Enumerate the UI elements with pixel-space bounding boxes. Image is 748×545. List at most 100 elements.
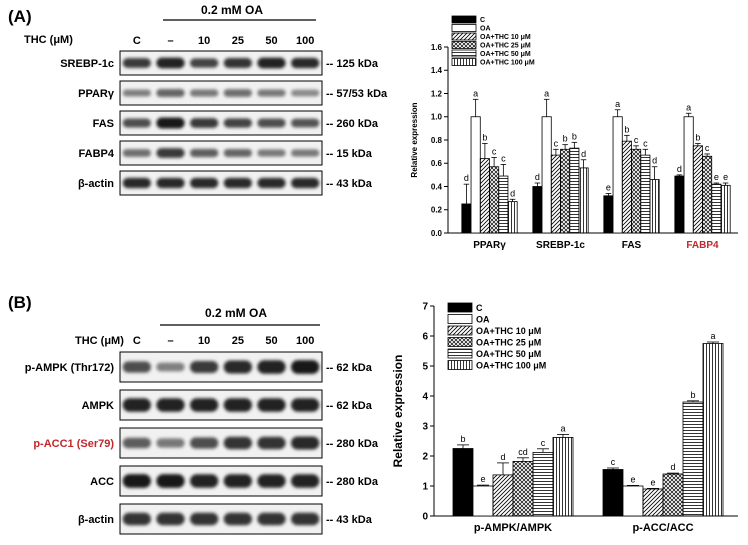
lane-label: 100 bbox=[296, 335, 314, 347]
y-tick-label: 1.0 bbox=[431, 113, 443, 122]
legend-swatch bbox=[451, 15, 477, 24]
bar bbox=[702, 343, 724, 517]
category-label: p-AMPK/AMPK bbox=[474, 522, 552, 534]
lane-label: C bbox=[133, 335, 141, 347]
band bbox=[257, 512, 286, 526]
band bbox=[190, 474, 219, 488]
bar bbox=[682, 401, 704, 517]
significance-letter: b bbox=[563, 134, 568, 144]
y-tick-label: 0.8 bbox=[431, 136, 443, 145]
band bbox=[223, 436, 252, 450]
band bbox=[223, 89, 252, 97]
category-label: p-ACC/ACC bbox=[632, 522, 693, 534]
size-label: -- 43 kDa bbox=[326, 514, 373, 526]
significance-letter: a bbox=[686, 102, 691, 112]
band bbox=[257, 398, 286, 412]
band bbox=[291, 177, 320, 189]
band bbox=[291, 436, 320, 450]
significance-letter: b bbox=[695, 132, 700, 142]
band bbox=[190, 437, 219, 449]
size-label: -- 280 kDa bbox=[326, 438, 379, 450]
panel-a-blots: SREBP-1c -- 125 kDa PPARγ -- 57/53 kDa FAS --… bbox=[60, 50, 388, 196]
panel-b-blots: p-AMPK (Thr172) -- 62 kDa AMPK -- 62 kDa p-A… bbox=[25, 351, 379, 535]
legend-swatch bbox=[447, 348, 473, 359]
band bbox=[257, 149, 286, 157]
legend-label: C bbox=[480, 17, 485, 24]
significance-letter: b bbox=[460, 434, 465, 444]
bar bbox=[622, 485, 644, 517]
bar bbox=[489, 166, 500, 234]
bar bbox=[452, 448, 474, 517]
size-label: -- 280 kDa bbox=[326, 476, 379, 488]
significance-letter: d bbox=[652, 156, 657, 166]
bar bbox=[683, 116, 694, 234]
significance-letter: e bbox=[480, 474, 485, 484]
significance-letter: c bbox=[501, 153, 506, 163]
legend-label: OA+THC 100 μM bbox=[480, 60, 535, 67]
lane-label: 10 bbox=[198, 335, 210, 347]
bar bbox=[512, 460, 534, 517]
legend-label: OA+THC 25 μM bbox=[480, 43, 531, 50]
protein-label: FAS bbox=[93, 118, 114, 130]
legend-swatch bbox=[451, 41, 477, 49]
band bbox=[156, 512, 185, 526]
panel-b-treatment-header: 0.2 mM OA bbox=[205, 306, 267, 320]
bar bbox=[470, 116, 481, 234]
bar bbox=[662, 473, 684, 517]
y-tick-label: 0.2 bbox=[431, 206, 443, 215]
bar bbox=[498, 175, 509, 234]
band bbox=[190, 89, 219, 97]
band bbox=[156, 88, 185, 98]
significance-letter: d bbox=[581, 149, 586, 159]
protein-label: β-actin bbox=[78, 514, 114, 526]
protein-label: FABP4 bbox=[79, 148, 115, 160]
band bbox=[257, 89, 286, 97]
band bbox=[122, 89, 151, 97]
band bbox=[291, 57, 320, 69]
bar bbox=[631, 148, 642, 234]
band bbox=[291, 474, 320, 488]
protein-label: p-AMPK (Thr172) bbox=[25, 362, 115, 374]
bar bbox=[492, 474, 514, 517]
blot-frame bbox=[119, 389, 323, 421]
bar bbox=[532, 186, 543, 234]
band bbox=[122, 437, 151, 449]
lane-label: C bbox=[133, 35, 141, 47]
blot-frame bbox=[119, 351, 323, 383]
band bbox=[122, 177, 151, 189]
legend-label: OA+THC 100 μM bbox=[476, 361, 546, 371]
band bbox=[190, 148, 219, 158]
significance-letter: d bbox=[677, 164, 682, 174]
significance-letter: d bbox=[500, 452, 505, 462]
panel-a-lane-labels: C – 10 25 50 100 bbox=[133, 35, 314, 47]
lane-label: – bbox=[167, 35, 173, 47]
band bbox=[190, 58, 219, 68]
y-tick-label: 1.4 bbox=[431, 66, 443, 75]
protein-label: PPARγ bbox=[78, 88, 115, 100]
band bbox=[190, 177, 219, 189]
band bbox=[190, 360, 219, 374]
y-axis-label: Relative expression bbox=[391, 355, 405, 468]
y-tick-label: 4 bbox=[422, 392, 428, 403]
band bbox=[257, 474, 286, 488]
protein-label: AMPK bbox=[82, 400, 114, 412]
band bbox=[156, 117, 185, 129]
band bbox=[223, 360, 252, 374]
blot-frame bbox=[119, 80, 323, 106]
band bbox=[156, 177, 185, 189]
y-tick-label: 0 bbox=[422, 512, 428, 523]
blot-frame bbox=[119, 427, 323, 459]
significance-letter: c bbox=[554, 138, 559, 148]
band bbox=[156, 362, 185, 372]
lane-label: 50 bbox=[265, 35, 277, 47]
bar bbox=[461, 203, 472, 234]
band bbox=[291, 89, 320, 97]
blot-frame bbox=[119, 170, 323, 196]
bar bbox=[692, 145, 703, 234]
bar bbox=[541, 116, 552, 234]
band bbox=[223, 474, 252, 488]
significance-letter: a bbox=[544, 88, 549, 98]
legend-swatch bbox=[451, 49, 477, 58]
band bbox=[223, 57, 252, 69]
